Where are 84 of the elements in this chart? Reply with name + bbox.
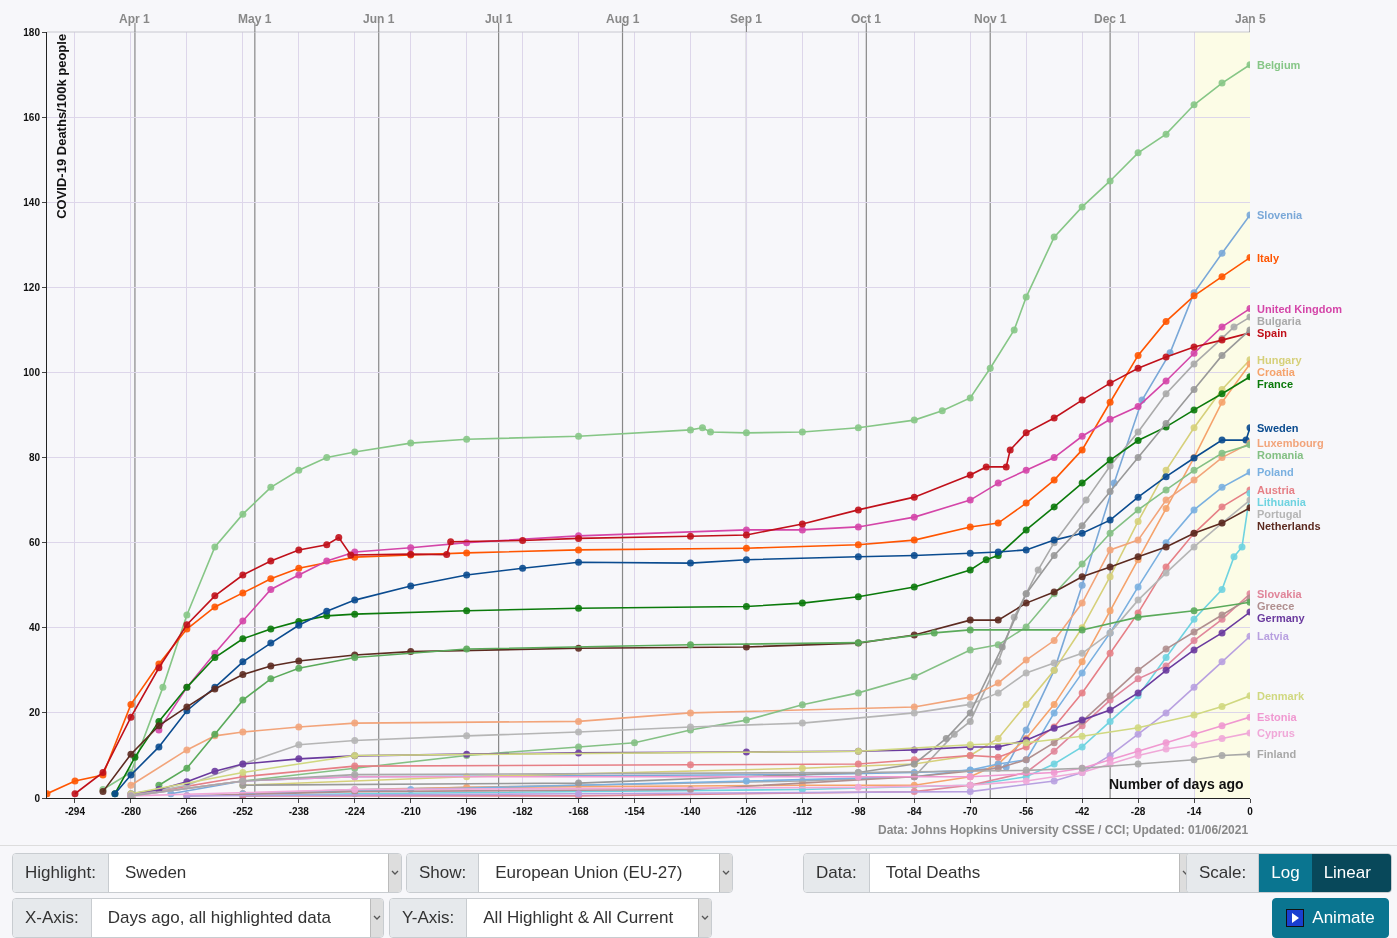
- text: Scale:: [1187, 854, 1260, 892]
- x-tick-label: -42: [1074, 806, 1090, 817]
- text: Data:: [804, 854, 870, 892]
- series-label: Slovakia: [1257, 588, 1303, 600]
- x-tick-label: -98: [851, 806, 866, 817]
- y-tick-label: 160: [23, 111, 41, 123]
- x2-tick-label: Jan 5: [1235, 12, 1267, 26]
- x2-tick-label: Jul 1: [485, 12, 513, 26]
- x2-tick-label: May 1: [238, 12, 272, 26]
- text: Highlight:: [13, 854, 109, 892]
- series-label: Italy: [1257, 252, 1280, 264]
- x-tick-label: -14: [1186, 806, 1202, 817]
- x-tick-label: -196: [456, 806, 478, 817]
- series-label: Greece: [1257, 600, 1295, 612]
- series-label: Sweden: [1257, 422, 1299, 434]
- text: All Highlight & All Current: [482, 907, 675, 929]
- series-label: Austria: [1257, 484, 1296, 496]
- x-tick-label: -70: [963, 806, 978, 817]
- series-label: Finland: [1257, 748, 1297, 760]
- series-label: Germany: [1257, 612, 1306, 624]
- series-label: France: [1257, 378, 1294, 390]
- x-tick-label: -210: [400, 806, 422, 817]
- x-tick-label: 0: [1247, 806, 1254, 817]
- x2-tick-label: Nov 1: [974, 12, 1007, 26]
- x-tick-label: -56: [1018, 806, 1034, 817]
- x2-tick-label: Dec 1: [1094, 12, 1127, 26]
- series-label: Romania: [1257, 449, 1305, 461]
- text: X-Axis:: [13, 899, 92, 937]
- x-tick-label: -182: [512, 806, 534, 817]
- text: Y-Axis:: [390, 899, 468, 937]
- text: Days ago, all highlighted data: [106, 907, 332, 929]
- series-label: Croatia: [1257, 366, 1296, 378]
- x-tick-label: -126: [736, 806, 757, 817]
- series-label: Estonia: [1257, 711, 1298, 723]
- x2-tick-label: Aug 1: [606, 12, 640, 26]
- text: Show:: [407, 854, 480, 892]
- y-tick-label: 80: [28, 452, 41, 464]
- series-label: Poland: [1257, 466, 1294, 478]
- x-tick-label: -266: [176, 806, 198, 817]
- y-tick-label: 0: [34, 792, 41, 804]
- text: Sweden: [123, 862, 188, 884]
- x-tick-label: -238: [288, 806, 310, 817]
- y-tick-label: 100: [23, 366, 41, 378]
- x-axis-title: Number of days ago: [1109, 776, 1244, 792]
- y-tick-label: 140: [23, 196, 41, 208]
- x-tick-label: -154: [624, 806, 645, 817]
- y-tick-label: 120: [23, 281, 41, 293]
- x-tick-label: -28: [1130, 806, 1146, 817]
- x-tick-label: -294: [64, 806, 86, 817]
- y-tick-label: 40: [28, 622, 41, 634]
- text: Data: Johns Hopkins University CSSE / CCI; Updated: 01/06/2021: [878, 823, 1249, 837]
- text: Log: [1259, 854, 1312, 892]
- x2-tick-label: Oct 1: [851, 12, 882, 26]
- series-label: Spain: [1257, 327, 1288, 339]
- series-label: Cyprus: [1257, 727, 1295, 739]
- x-tick-label: -280: [120, 806, 142, 817]
- x-tick-label: -140: [680, 806, 701, 817]
- series-label: Luxembourg: [1257, 437, 1324, 449]
- x-tick-label: -252: [232, 806, 254, 817]
- y-axis-title: COVID-19 Deaths/100k people: [53, 33, 69, 219]
- series-label: Latvia: [1257, 630, 1290, 642]
- series-label: Belgium: [1257, 59, 1301, 71]
- series-label: Netherlands: [1257, 520, 1321, 532]
- series-label: Denmark: [1257, 690, 1305, 702]
- x2-tick-label: Sep 1: [730, 12, 763, 26]
- text: Linear: [1311, 854, 1391, 892]
- text: European Union (EU-27): [494, 862, 684, 884]
- x-tick-label: -168: [568, 806, 590, 817]
- series-label: Lithuania: [1257, 496, 1307, 508]
- y-tick-label: 60: [28, 537, 41, 549]
- x-tick-label: -112: [792, 806, 813, 817]
- series-label: Portugal: [1257, 508, 1302, 520]
- text: Animate: [1312, 908, 1375, 928]
- x-tick-label: -224: [344, 806, 366, 817]
- series-label: United Kingdom: [1257, 303, 1343, 315]
- text: Total Deaths: [884, 862, 982, 884]
- series-label: Hungary: [1257, 354, 1303, 366]
- y-tick-label: 180: [23, 26, 41, 38]
- x2-tick-label: Apr 1: [119, 12, 150, 26]
- y-tick-label: 20: [28, 707, 41, 719]
- series-label: Slovenia: [1257, 209, 1304, 221]
- x2-tick-label: Jun 1: [363, 12, 395, 26]
- series-label: Bulgaria: [1257, 315, 1302, 327]
- x-tick-label: -84: [907, 806, 922, 817]
